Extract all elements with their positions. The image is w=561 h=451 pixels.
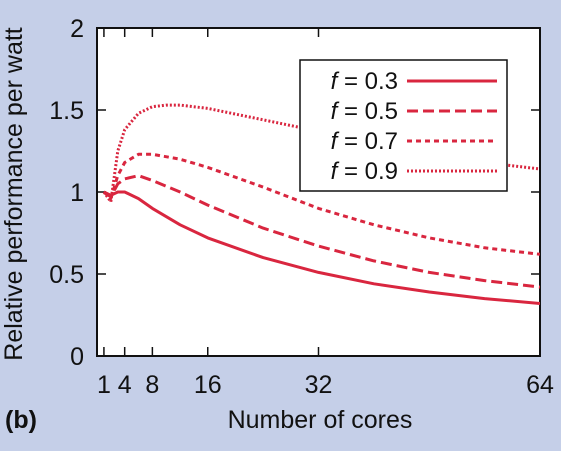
x-tick-label: 1 — [97, 371, 111, 399]
legend-label-4: f = 0.9 — [331, 158, 398, 185]
series-line-1 — [103, 190, 540, 305]
y-tick-labels: 0 0.5 1 1.5 2 — [49, 15, 84, 371]
x-axis-title: Number of cores — [228, 406, 413, 434]
x-tick-labels: 1 4 8 16 32 64 — [97, 371, 554, 399]
y-axis-title: Relative performance per watt — [0, 27, 28, 361]
x-tick-label: 4 — [118, 371, 132, 399]
x-tick-label: 8 — [145, 371, 159, 399]
y-tick-label: 2 — [70, 15, 84, 43]
panel-label: (b) — [5, 406, 37, 434]
series-line-2 — [103, 174, 540, 289]
series-line-3 — [102, 152, 540, 256]
y-tick-label: 0.5 — [49, 261, 84, 289]
legend-label-3: f = 0.7 — [331, 128, 398, 155]
x-tick-label: 16 — [194, 371, 222, 399]
legend-label-1: f = 0.3 — [331, 68, 398, 95]
y-tick-label: 0 — [70, 343, 84, 371]
x-tick-label: 64 — [526, 371, 554, 399]
x-tick-label: 32 — [305, 371, 333, 399]
legend: f = 0.3 f = 0.5 f = 0.7 f = 0.9 — [299, 59, 508, 192]
axis-ticks — [97, 27, 541, 357]
legend-label-2: f = 0.5 — [331, 98, 398, 125]
y-tick-label: 1 — [70, 179, 84, 207]
y-tick-label: 1.5 — [49, 97, 84, 125]
